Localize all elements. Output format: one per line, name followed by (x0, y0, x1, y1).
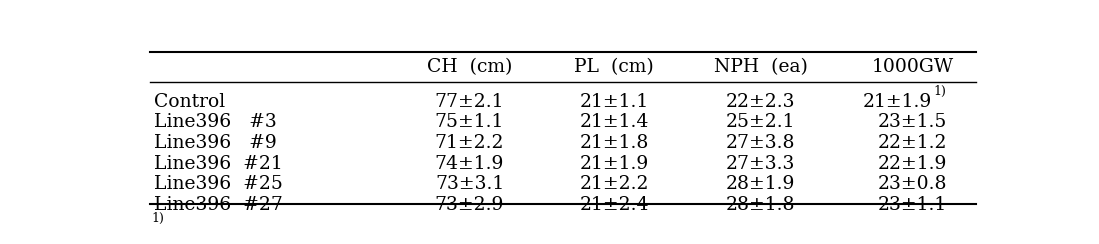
Text: CH  (cm): CH (cm) (426, 58, 512, 76)
Text: 71±2.2: 71±2.2 (435, 134, 504, 152)
Text: 27±3.8: 27±3.8 (726, 134, 796, 152)
Text: NPH  (ea): NPH (ea) (714, 58, 808, 76)
Text: 23±1.5: 23±1.5 (878, 113, 947, 131)
Text: 1): 1) (934, 85, 946, 98)
Text: PL  (cm): PL (cm) (575, 58, 654, 76)
Text: Line396  #27: Line396 #27 (154, 196, 284, 214)
Text: 21±2.2: 21±2.2 (579, 175, 650, 193)
Text: 77±2.1: 77±2.1 (435, 93, 504, 111)
Text: 22±1.9: 22±1.9 (878, 155, 947, 173)
Text: 1000GW: 1000GW (872, 58, 954, 76)
Text: Line396  #25: Line396 #25 (154, 175, 284, 193)
Text: 25±2.1: 25±2.1 (726, 113, 796, 131)
Text: 21±1.1: 21±1.1 (579, 93, 650, 111)
Text: Line396  #21: Line396 #21 (154, 155, 284, 173)
Text: 74±1.9: 74±1.9 (435, 155, 504, 173)
Text: 22±1.2: 22±1.2 (878, 134, 947, 152)
Text: Line396   #9: Line396 #9 (154, 134, 277, 152)
Text: Control: Control (154, 93, 225, 111)
Text: 23±1.1: 23±1.1 (878, 196, 947, 214)
Text: Line396   #3: Line396 #3 (154, 113, 277, 131)
Text: 27±3.3: 27±3.3 (726, 155, 796, 173)
Text: 21±1.9: 21±1.9 (863, 93, 932, 111)
Text: 21±1.4: 21±1.4 (579, 113, 650, 131)
Text: 23±0.8: 23±0.8 (878, 175, 947, 193)
Text: 21±1.9: 21±1.9 (579, 155, 650, 173)
Text: 75±1.1: 75±1.1 (435, 113, 504, 131)
Text: 21±1.8: 21±1.8 (579, 134, 650, 152)
Text: 22±2.3: 22±2.3 (726, 93, 796, 111)
Text: 1): 1) (152, 212, 165, 224)
Text: 73±2.9: 73±2.9 (435, 196, 504, 214)
Text: 73±3.1: 73±3.1 (435, 175, 504, 193)
Text: 28±1.8: 28±1.8 (726, 196, 796, 214)
Text: 28±1.9: 28±1.9 (726, 175, 796, 193)
Text: 21±2.4: 21±2.4 (579, 196, 650, 214)
